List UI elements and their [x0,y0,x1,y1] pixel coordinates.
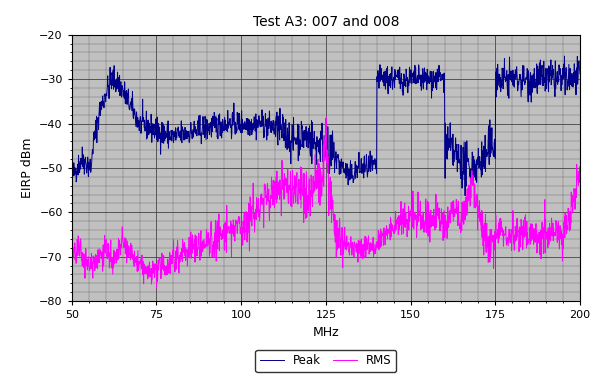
Peak [108,80,115,84]
RMS [295,190,302,195]
Peak [358,157,365,162]
Peak [561,54,568,58]
RMS [108,258,115,262]
Peak [68,171,75,176]
RMS [358,243,365,248]
Y-axis label: EIRP dBm: EIRP dBm [21,138,33,198]
X-axis label: MHz: MHz [313,326,339,339]
Peak [284,125,291,130]
Peak [294,122,301,126]
Peak [304,129,311,134]
RMS [576,167,584,172]
RMS [128,243,135,247]
Line: RMS: RMS [72,117,580,288]
Line: Peak: Peak [72,56,580,196]
RMS [68,249,75,254]
RMS [284,167,291,172]
RMS [323,115,330,120]
Legend: Peak, RMS: Peak, RMS [255,350,396,372]
Peak [128,96,135,101]
Title: Test A3: 007 and 008: Test A3: 007 and 008 [253,15,399,29]
RMS [153,286,160,290]
Peak [576,71,584,76]
RMS [304,207,311,212]
Peak [462,193,469,198]
